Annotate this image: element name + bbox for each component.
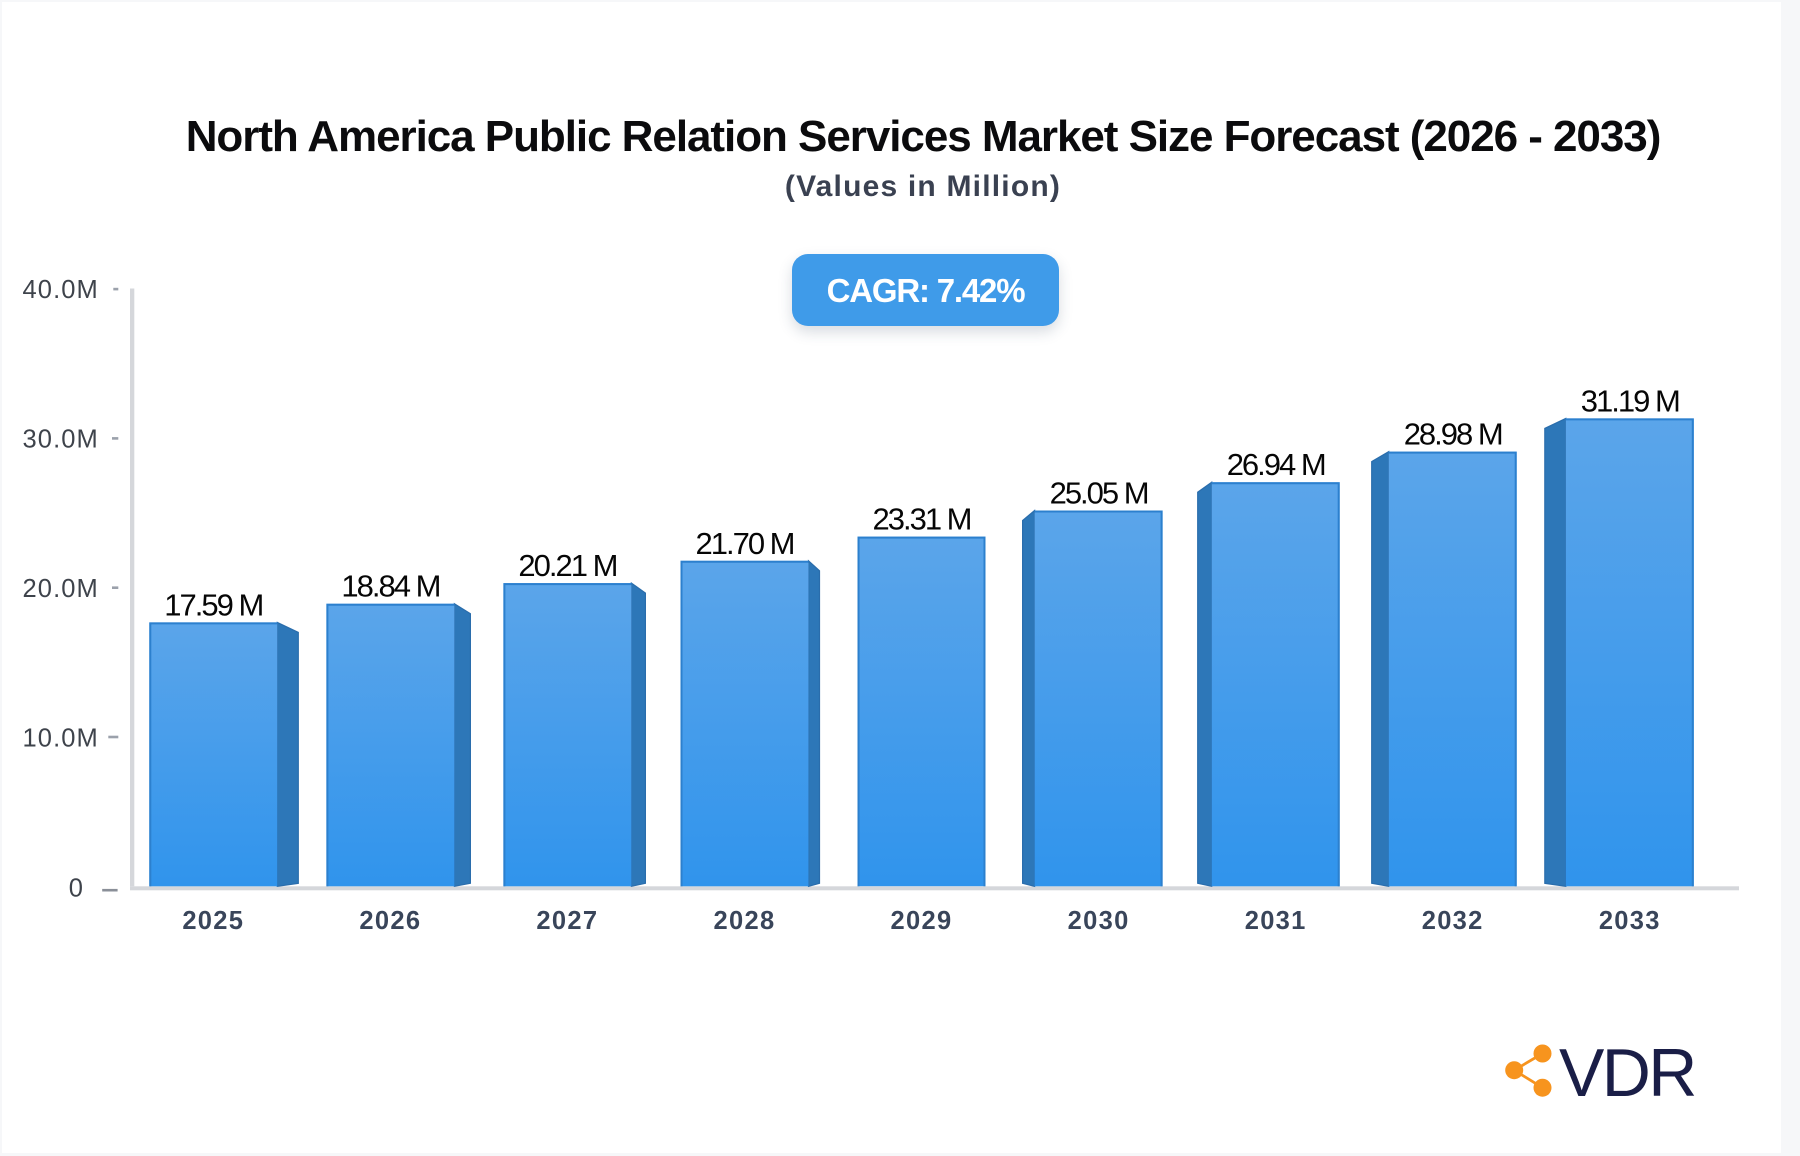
svg-text:40.0M: 40.0M [23, 276, 99, 304]
svg-text:21.70 M: 21.70 M [695, 526, 793, 561]
svg-text:2030: 2030 [1068, 907, 1130, 935]
svg-text:17.59 M: 17.59 M [164, 587, 262, 622]
svg-text:10.0M: 10.0M [23, 724, 99, 752]
svg-text:26.94 M: 26.94 M [1227, 447, 1325, 482]
svg-text:2027: 2027 [536, 907, 598, 935]
svg-text:(Values in Million): (Values in Million) [785, 170, 1061, 203]
svg-text:30.0M: 30.0M [23, 425, 99, 453]
svg-text:2031: 2031 [1245, 907, 1307, 935]
svg-text:2026: 2026 [359, 907, 421, 935]
svg-text:20.0M: 20.0M [23, 575, 99, 603]
svg-text:2032: 2032 [1422, 907, 1484, 935]
svg-text:25.05 M: 25.05 M [1050, 476, 1148, 511]
svg-text:18.84 M: 18.84 M [341, 569, 439, 604]
svg-text:0: 0 [69, 874, 84, 902]
svg-text:28.98 M: 28.98 M [1404, 417, 1502, 452]
svg-text:2028: 2028 [714, 907, 776, 935]
svg-text:North America Public Relation: North America Public Relation Services M… [186, 112, 1661, 161]
svg-text:20.21 M: 20.21 M [518, 548, 616, 583]
svg-text:2033: 2033 [1599, 907, 1661, 935]
svg-text:VDR: VDR [1559, 1035, 1695, 1111]
svg-text:31.19 M: 31.19 M [1581, 383, 1679, 418]
svg-text:2025: 2025 [182, 907, 244, 935]
svg-text:23.31 M: 23.31 M [872, 502, 970, 537]
svg-text:2029: 2029 [891, 907, 953, 935]
